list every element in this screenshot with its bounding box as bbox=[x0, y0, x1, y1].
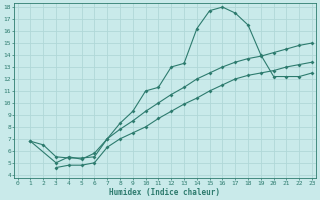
X-axis label: Humidex (Indice chaleur): Humidex (Indice chaleur) bbox=[109, 188, 220, 197]
